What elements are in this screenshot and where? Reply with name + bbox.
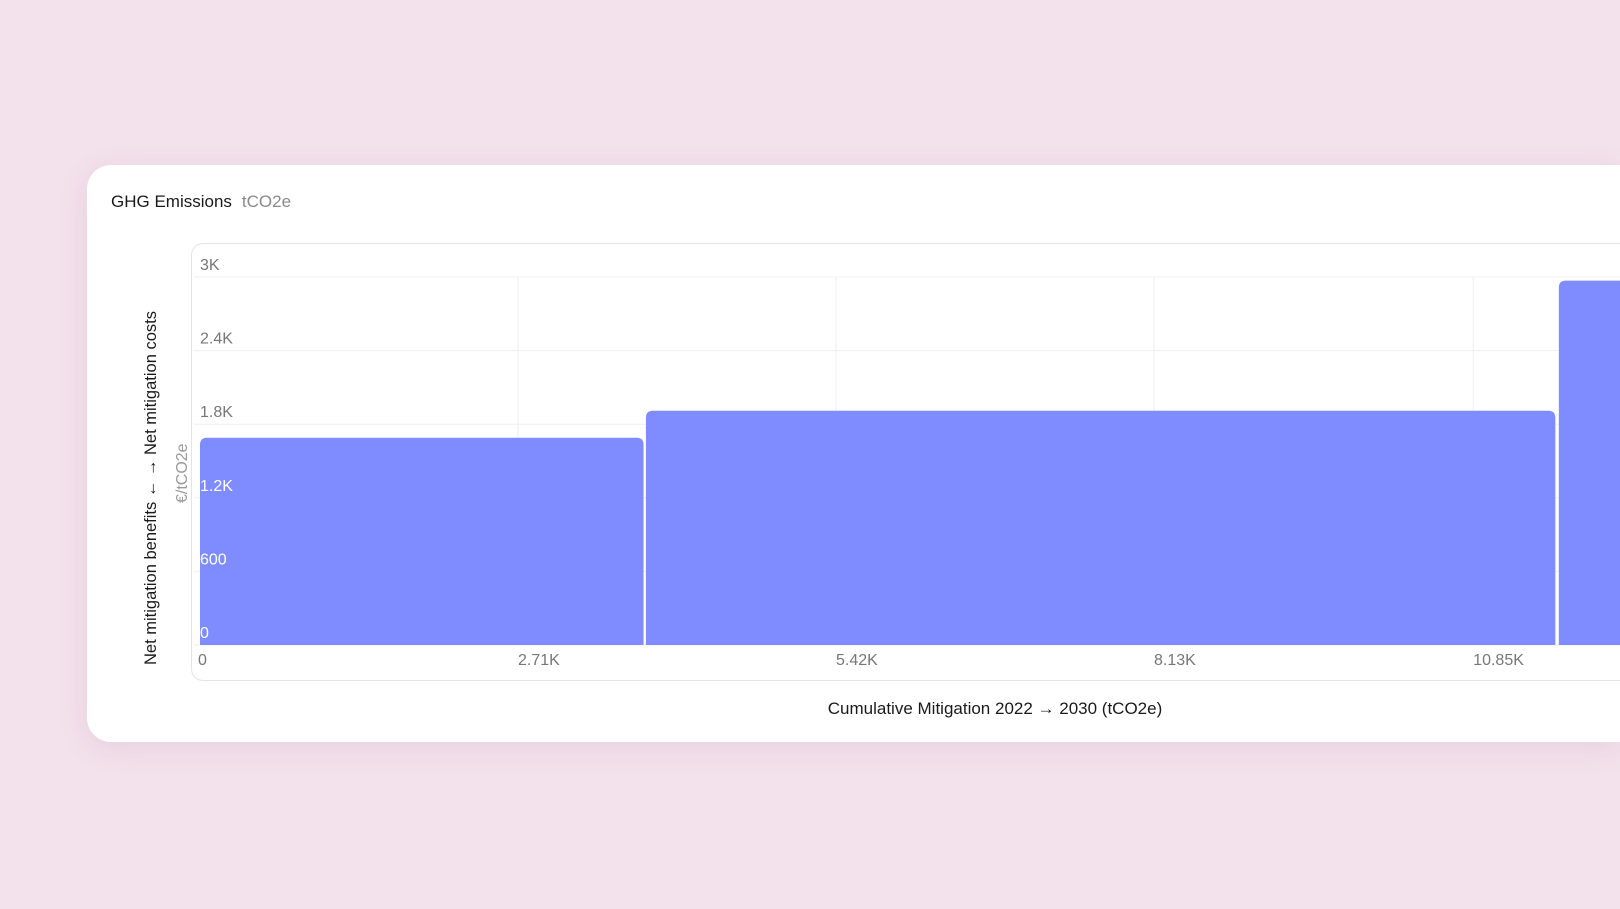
x-tick-label: 5.42K [836, 652, 878, 669]
y-tick-label: 1.8K [200, 404, 233, 421]
y-tick-label: 0 [200, 625, 209, 642]
title-unit: tCO2e [241, 192, 292, 211]
bar-3 [1558, 280, 1620, 645]
x-tick-label: 10.85K [1473, 652, 1524, 669]
card-title: GHG Emissions tCO2e [111, 192, 291, 212]
x-tick-label: 2.71K [518, 652, 560, 669]
y-tick-label: 2.4K [200, 331, 233, 348]
title-text: GHG Emissions [111, 192, 232, 211]
bar-1 [200, 437, 644, 645]
x-tick-label: 0 [198, 652, 207, 669]
chart-card: GHG Emissions tCO2e Net mitigation benefi… [87, 165, 1620, 742]
chart-svg: 0 600 1.2K 1.8K 2.4K 3K 0 2.71K 5.42K 8.13K 10.85K [194, 257, 1620, 669]
plot-frame [191, 243, 1620, 681]
bar-2 [645, 410, 1556, 645]
x-axis-title: Cumulative Mitigation 2022 → 2030 (tCO2e… [827, 699, 1163, 718]
y-tick-label: 600 [200, 551, 227, 568]
y-tick-label: 1.2K [200, 478, 233, 495]
x-tick-label: 8.13K [1154, 652, 1196, 669]
y-tick-label: 3K [200, 257, 220, 274]
